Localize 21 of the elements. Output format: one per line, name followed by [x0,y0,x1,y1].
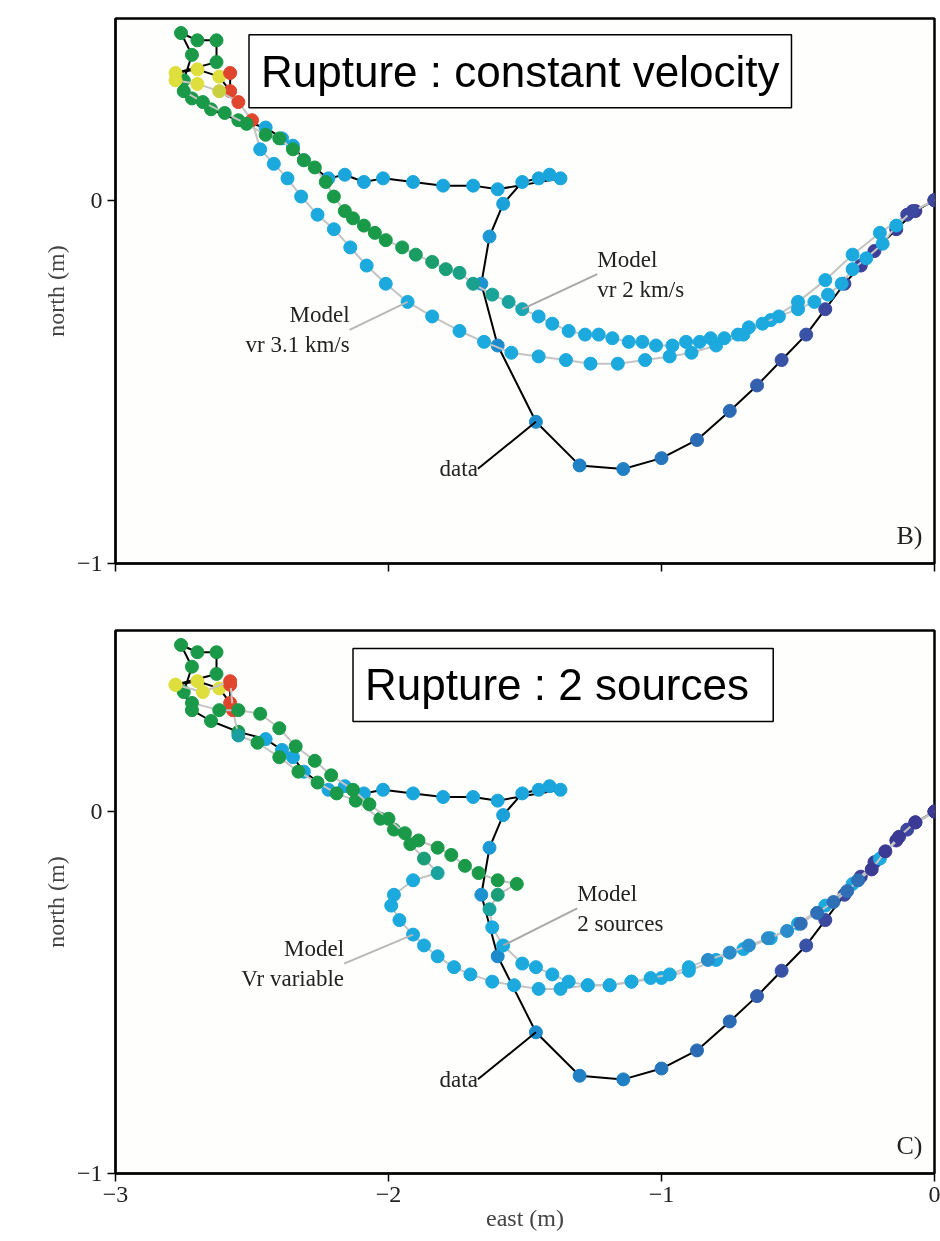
y-tick-label: 0 [90,186,103,213]
x-tick-label: −3 [102,1180,129,1207]
text: Rupture : constant velocity [261,46,780,96]
annotation: Model 2 sources [577,880,664,936]
annotation: C) [896,1130,923,1160]
annotation: Model vr 2 km/s [597,246,685,302]
y-axis-title: north (m) [42,245,69,337]
y-tick-label: −1 [76,550,103,576]
y-axis-title: north (m) [42,856,69,948]
annotation: B) [896,520,923,550]
annotation: data [439,1066,478,1092]
y-tick-label: 0 [90,798,103,824]
x-axis-title: east (m) [486,1204,564,1231]
text: Rupture : 2 sources [365,660,749,710]
annotation: Model Vr variable [241,936,345,992]
x-tick-label: 0 [928,1180,940,1207]
annotation: data [439,456,478,482]
annotation: Model vr 3.1 km/s [245,302,350,358]
x-tick-label: −2 [375,1180,402,1207]
y-tick-label: −1 [76,1160,103,1186]
x-tick-label: −1 [648,1180,675,1207]
